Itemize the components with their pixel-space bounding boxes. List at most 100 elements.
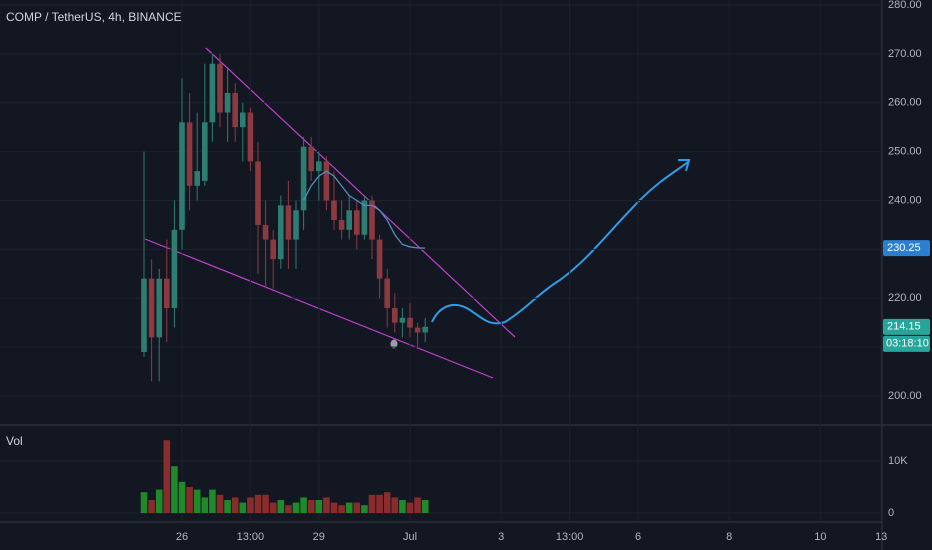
candle-body	[323, 161, 330, 201]
volume-bar	[300, 497, 307, 513]
volume-bar	[353, 502, 361, 513]
candle-body	[278, 205, 284, 260]
arrow-head	[678, 159, 691, 172]
candle-body	[369, 200, 375, 240]
volume-bar	[209, 489, 216, 513]
candle-body	[270, 239, 276, 260]
volume-bar	[277, 500, 285, 513]
volume-bar	[323, 497, 330, 513]
candle-body	[331, 200, 337, 221]
volume-bar	[338, 505, 345, 513]
candle-body	[338, 220, 345, 230]
last-price-label-box	[883, 318, 930, 335]
y-tick-label: 200.00	[888, 390, 922, 402]
candle-body	[217, 63, 223, 113]
candle-body	[209, 63, 216, 123]
volume-bar	[216, 494, 224, 513]
volume-bar	[330, 502, 338, 513]
candle-body	[224, 92, 231, 113]
x-tick-label: 26	[176, 531, 188, 543]
volume-bar	[315, 500, 323, 513]
x-tick-label: 13:00	[237, 531, 265, 543]
volume-bar	[193, 489, 201, 513]
candle-body	[346, 210, 352, 230]
volume-bar	[247, 497, 254, 513]
y-tick-label: 270.00	[888, 48, 922, 60]
y-tick-label: 250.00	[888, 146, 922, 158]
volume-bar	[269, 502, 277, 513]
candle-body	[164, 278, 170, 309]
volume-bar	[361, 505, 368, 513]
volume-bar	[201, 497, 209, 513]
candle-body	[316, 161, 322, 172]
moving-average	[303, 170, 426, 249]
volume-bar	[406, 502, 414, 513]
x-tick-label: 6	[635, 531, 641, 543]
volume-bar	[231, 497, 239, 513]
trend-line	[205, 47, 516, 338]
volume-bar	[171, 466, 178, 513]
candle-body	[422, 326, 428, 333]
x-tick-label: 10	[814, 531, 826, 543]
candle-body	[240, 112, 246, 128]
volume-bar	[399, 500, 406, 513]
countdown: 03:18:10	[886, 338, 929, 350]
candle-body	[308, 146, 314, 172]
last-price-label: 214.15	[887, 321, 921, 333]
x-tick-label: 29	[313, 531, 325, 543]
volume-bar	[368, 494, 376, 513]
volume-bar	[307, 500, 315, 513]
volume-tick-label: 10K	[888, 455, 908, 467]
candle-body	[186, 122, 193, 186]
candle-body	[414, 327, 421, 333]
volume-bar	[421, 500, 429, 513]
candle-body	[392, 308, 398, 323]
volume-bar	[186, 487, 193, 513]
marker	[390, 339, 398, 349]
volume-tick-label: 0	[888, 507, 894, 519]
x-tick-label: 13	[875, 531, 887, 543]
projection-curve	[431, 161, 689, 325]
candle-body	[361, 200, 368, 235]
x-tick-label: 8	[726, 531, 732, 543]
candle-body	[171, 229, 178, 309]
x-tick-label: Jul	[403, 531, 417, 543]
volume-bar	[262, 494, 269, 513]
volume-bar	[224, 500, 231, 513]
ma-price-label: 230.25	[887, 242, 921, 254]
candle-body	[293, 210, 299, 240]
volume-bar	[254, 494, 262, 513]
candle-body	[399, 317, 406, 323]
candle-body	[148, 278, 155, 338]
y-tick-label: 260.00	[888, 97, 922, 109]
volume-bar	[155, 489, 163, 513]
candle-body	[376, 239, 383, 279]
volume-bar	[391, 497, 399, 513]
x-tick-label: 3	[498, 531, 504, 543]
candle-body	[354, 210, 360, 235]
y-tick-label: 220.00	[888, 292, 922, 304]
volume-bar	[148, 500, 155, 513]
candle-body	[141, 278, 147, 353]
candle-body	[202, 122, 208, 181]
candle-body	[194, 171, 200, 186]
y-tick-label: 280.00	[888, 0, 922, 11]
volume-bar	[345, 502, 353, 513]
volume-bar	[376, 494, 383, 513]
x-tick-label: 13:00	[556, 531, 584, 543]
volume-bar	[414, 497, 421, 513]
candle-body	[285, 205, 292, 240]
chart-title: COMP / TetherUS, 4h, BINANCE	[6, 10, 182, 24]
candle-body	[300, 146, 307, 211]
volume-bar	[292, 502, 300, 513]
candle-body	[179, 122, 185, 230]
volume-bar	[178, 481, 186, 513]
volume-bar	[383, 492, 391, 513]
volume-bar	[163, 440, 171, 513]
candle-body	[407, 317, 413, 328]
candle-body	[232, 92, 238, 128]
candle-body	[262, 224, 269, 240]
ma-price-label-box	[883, 240, 930, 257]
